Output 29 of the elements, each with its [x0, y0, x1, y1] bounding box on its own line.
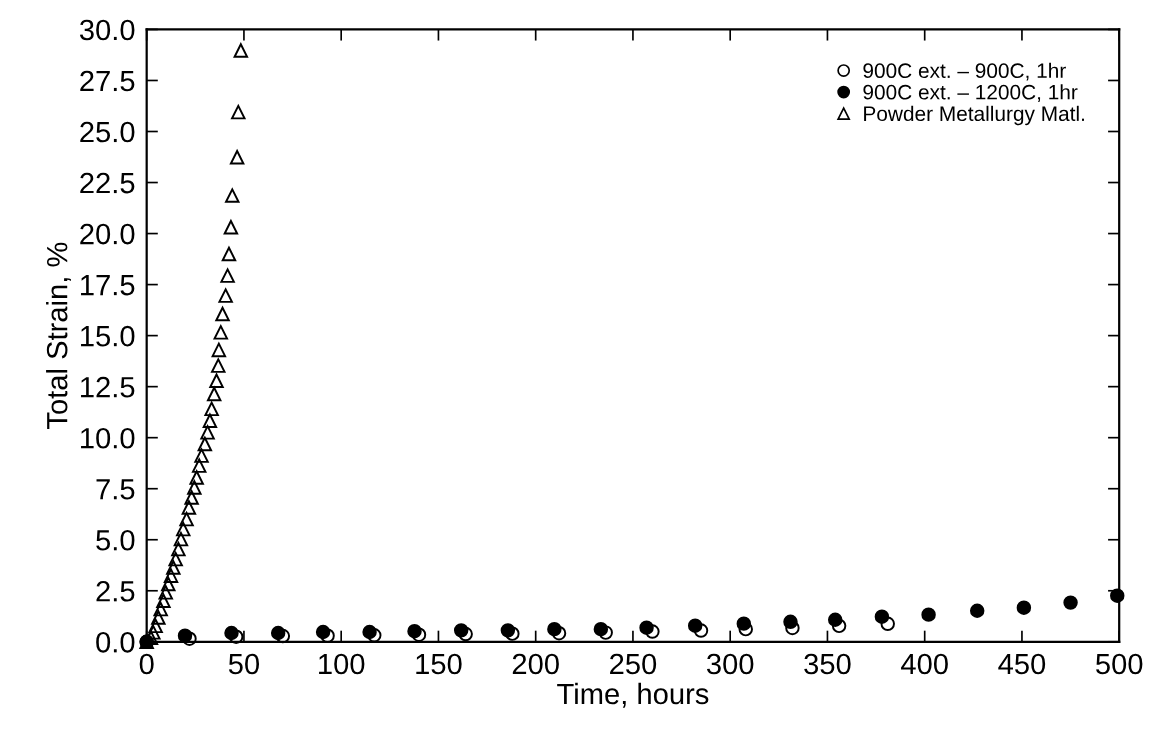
x-tick-label: 400 [901, 653, 948, 675]
x-tick-label: 300 [706, 653, 754, 675]
x-tick-label: 200 [512, 653, 559, 675]
y-tick-label: 25.0 [80, 121, 135, 143]
y-tick-label: 22.5 [80, 172, 135, 194]
x-tick-label: 250 [610, 653, 657, 675]
y-tick-label: 30.0 [79, 19, 135, 41]
y-tick-label: 27.5 [80, 70, 135, 92]
x-tick-label: 350 [804, 653, 851, 675]
x-tick-label: 150 [416, 653, 462, 675]
x-tick-label: 100 [319, 653, 365, 675]
y-tick-label: 2.5 [96, 580, 135, 602]
y-tick-label: 17.5 [81, 275, 135, 296]
x-tick-label: 500 [1096, 653, 1143, 675]
y-tick-label: 12.5 [81, 376, 135, 398]
y-tick-label: 0.0 [96, 631, 135, 653]
y-tick-label: 15.0 [81, 325, 135, 347]
y-axis-title: Total Strain, % [46, 242, 71, 429]
y-tick-label: 20.0 [80, 223, 135, 245]
legend-label: 900C ext. – 900C, 1hr [863, 62, 1066, 81]
x-tick-label: 0 [139, 653, 154, 675]
x-axis-title: Time, hours [557, 682, 709, 708]
legend-label: 900C ext. – 1200C, 1hr [863, 84, 1078, 103]
x-tick-label: 50 [228, 653, 260, 675]
y-tick-label: 5.0 [96, 529, 135, 551]
y-tick-label: 7.5 [96, 479, 135, 500]
legend-label: Powder Metallurgy Matl. [864, 105, 1084, 126]
y-tick-label: 10.0 [81, 427, 135, 449]
x-tick-label: 450 [998, 653, 1046, 675]
